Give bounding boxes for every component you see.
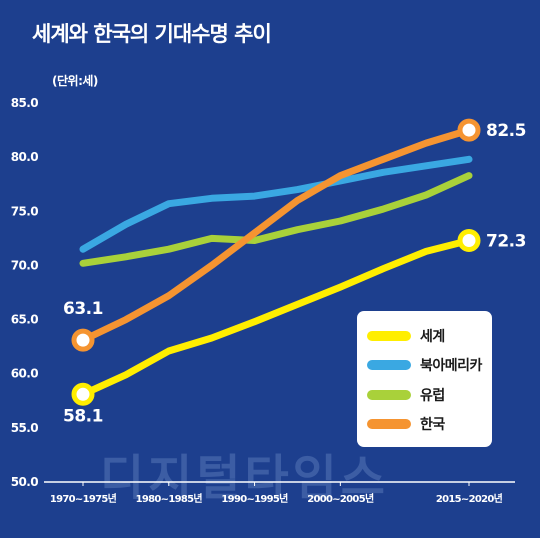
legend-swatch-europe [367,389,411,400]
y-tick-label: 70.0 [11,258,38,272]
legend-swatch-world [367,330,411,341]
series-line-north-america [79,155,473,253]
legend-label-korea: 한국 [420,417,445,434]
watermark: 디지털타임스 [100,450,389,506]
series-line-korea [79,126,473,344]
legend-item-world: 세계 [367,321,492,351]
data-label-korea: 63.1 [63,299,103,319]
x-axis: 1970~1975년 1980~1985년 1990~1995년 2000~2005년… [50,482,503,505]
series-lines [79,126,473,398]
x-tick-label: 1980~1985년 [136,492,203,505]
unit-label: (단위:세) [52,74,98,88]
x-tick-label: 1970~1975년 [50,492,117,505]
data-label-world: 58.1 [63,406,103,426]
y-tick-label: 60.0 [11,367,38,381]
legend-item-europe: 유럽 [367,380,492,410]
legend-item-korea: 한국 [367,410,492,440]
y-tick-label: 80.0 [11,150,38,164]
y-axis: 50.0 55.0 60.0 65.0 70.0 75.0 80.0 85.0 [11,96,515,489]
y-tick-label: 85.0 [11,96,38,110]
x-tick-label: 2015~2020년 [436,492,503,505]
endpoint-marker-world [71,382,95,406]
data-labels: 63.1 58.1 82.5 72.3 [63,121,526,426]
endpoint-marker-world [457,229,481,253]
chart-title: 세계와 한국의 기대수명 추이 [32,22,272,46]
endpoint-marker-korea [457,118,481,142]
legend-swatch-north-america [367,360,411,371]
x-tick-label: 1990~1995년 [221,492,288,505]
series-line-europe [79,172,473,267]
legend-item-north-america: 북아메리카 [367,351,492,381]
y-tick-label: 75.0 [11,204,38,218]
series-line-world [79,237,473,398]
legend-label-europe: 유럽 [420,387,445,404]
legend-swatch-korea [367,419,411,430]
y-tick-label: 50.0 [11,475,38,489]
y-tick-label: 65.0 [11,313,38,327]
legend-label-world: 세계 [420,328,445,345]
endpoint-markers [71,118,481,406]
data-label-world: 72.3 [486,232,526,252]
data-label-korea: 82.5 [486,121,526,141]
y-tick-label: 55.0 [11,421,38,435]
legend: 세계 북아메리카 유럽 한국 [357,311,492,447]
x-tick-label: 2000~2005년 [307,492,374,505]
legend-label-north-america: 북아메리카 [420,358,482,375]
endpoint-marker-korea [71,328,95,352]
